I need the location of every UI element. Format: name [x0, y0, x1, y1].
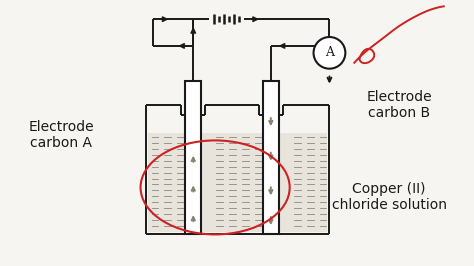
Bar: [185, 81, 201, 234]
Text: Electrode
carbon A: Electrode carbon A: [28, 120, 94, 150]
Circle shape: [313, 37, 346, 69]
Bar: [147, 133, 328, 232]
Text: Copper (II)
chloride solution: Copper (II) chloride solution: [332, 182, 447, 213]
Text: A: A: [325, 46, 334, 59]
Bar: [263, 81, 279, 234]
Text: Electrode
carbon B: Electrode carbon B: [366, 90, 432, 120]
